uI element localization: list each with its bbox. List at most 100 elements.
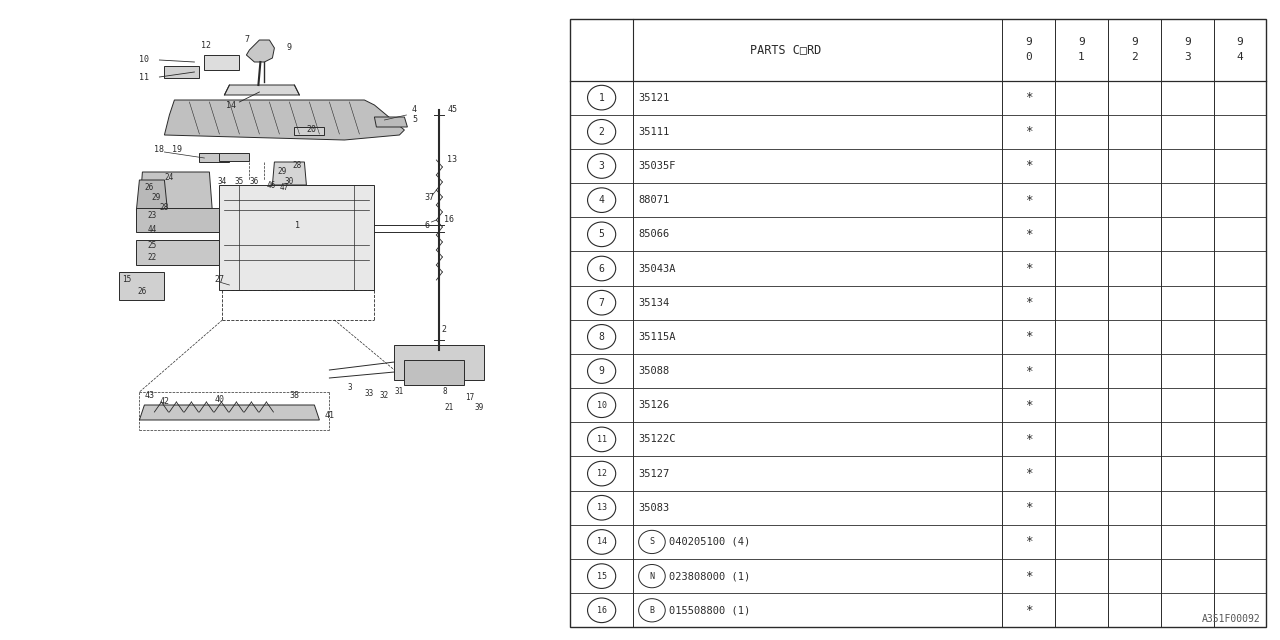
Text: 35121: 35121 [639, 93, 669, 102]
Polygon shape [205, 55, 239, 70]
Text: 22: 22 [147, 253, 157, 262]
Polygon shape [140, 172, 212, 212]
Text: 3: 3 [1184, 52, 1190, 62]
Text: 88071: 88071 [639, 195, 669, 205]
Polygon shape [137, 208, 219, 232]
Text: 35134: 35134 [639, 298, 669, 308]
Text: *: * [1025, 467, 1032, 480]
Text: 9: 9 [287, 42, 292, 51]
Text: 29: 29 [152, 193, 161, 202]
Text: 10: 10 [140, 56, 150, 65]
Text: 13: 13 [596, 503, 607, 512]
Text: 5: 5 [412, 115, 417, 125]
Text: PARTS C□RD: PARTS C□RD [750, 44, 822, 56]
Text: 4: 4 [412, 106, 417, 115]
Polygon shape [294, 127, 324, 135]
Text: 5: 5 [599, 229, 604, 239]
Text: *: * [1025, 91, 1032, 104]
Text: *: * [1025, 365, 1032, 378]
Text: 32: 32 [380, 392, 389, 401]
Text: 4: 4 [1236, 52, 1243, 62]
Polygon shape [137, 240, 219, 265]
Text: 41: 41 [324, 410, 334, 419]
Text: *: * [1025, 330, 1032, 344]
Polygon shape [200, 153, 229, 162]
Text: 2: 2 [1130, 52, 1138, 62]
Text: 44: 44 [147, 225, 157, 234]
Text: 24: 24 [165, 173, 174, 182]
Text: 27: 27 [215, 275, 224, 285]
Text: *: * [1025, 125, 1032, 138]
Text: 14: 14 [227, 100, 237, 109]
Text: 6: 6 [425, 221, 430, 230]
Polygon shape [164, 100, 404, 140]
Text: 1: 1 [599, 93, 604, 102]
Text: 85066: 85066 [639, 229, 669, 239]
Text: 29: 29 [278, 168, 287, 177]
Text: 35127: 35127 [639, 468, 669, 479]
Polygon shape [140, 405, 320, 420]
Text: *: * [1025, 604, 1032, 617]
Text: 0: 0 [1025, 52, 1032, 62]
Text: 015508800 (1): 015508800 (1) [668, 605, 750, 615]
Polygon shape [374, 117, 407, 127]
Text: 16: 16 [596, 606, 607, 615]
Text: 37: 37 [425, 193, 434, 202]
Polygon shape [219, 185, 374, 290]
Text: *: * [1025, 570, 1032, 582]
Text: 4: 4 [599, 195, 604, 205]
Polygon shape [219, 153, 250, 161]
Text: 35035F: 35035F [639, 161, 676, 171]
Text: *: * [1025, 536, 1032, 548]
Text: *: * [1025, 228, 1032, 241]
Text: 12: 12 [596, 469, 607, 478]
Text: 43: 43 [145, 390, 155, 399]
Text: 11: 11 [140, 72, 150, 81]
Text: 25: 25 [147, 241, 157, 250]
Text: 1: 1 [294, 221, 300, 230]
Text: B: B [649, 606, 654, 615]
Text: 34: 34 [218, 177, 227, 186]
Text: 3: 3 [599, 161, 604, 171]
Polygon shape [137, 180, 168, 210]
Text: 33: 33 [365, 388, 374, 397]
Text: 30: 30 [284, 177, 294, 186]
Text: 47: 47 [280, 184, 289, 193]
Text: *: * [1025, 433, 1032, 446]
Text: 7: 7 [599, 298, 604, 308]
Text: 23: 23 [147, 211, 157, 220]
Polygon shape [273, 162, 306, 185]
Text: *: * [1025, 194, 1032, 207]
Text: *: * [1025, 159, 1032, 172]
Text: 9: 9 [1025, 37, 1032, 47]
Text: 12: 12 [201, 40, 211, 49]
Text: 2: 2 [599, 127, 604, 137]
Text: 6: 6 [599, 264, 604, 273]
Text: 14: 14 [596, 538, 607, 547]
Polygon shape [164, 66, 200, 78]
Text: 35088: 35088 [639, 366, 669, 376]
Text: 42: 42 [160, 397, 169, 406]
Text: *: * [1025, 296, 1032, 309]
Text: 26: 26 [138, 287, 147, 296]
Text: 9: 9 [1184, 37, 1190, 47]
Text: 35: 35 [234, 177, 244, 186]
Text: 26: 26 [145, 182, 154, 191]
Text: 13: 13 [448, 156, 457, 164]
Text: *: * [1025, 501, 1032, 515]
Text: 17: 17 [465, 392, 474, 401]
Text: 46: 46 [266, 180, 276, 189]
Text: N: N [649, 572, 654, 580]
Text: 35043A: 35043A [639, 264, 676, 273]
Text: 9: 9 [1236, 37, 1243, 47]
Polygon shape [246, 40, 274, 62]
Text: 28: 28 [160, 202, 169, 211]
Text: 15: 15 [122, 275, 131, 285]
Text: 21: 21 [444, 403, 454, 412]
Text: 10: 10 [596, 401, 607, 410]
Text: 35083: 35083 [639, 503, 669, 513]
Text: 2: 2 [442, 326, 447, 335]
Text: *: * [1025, 399, 1032, 412]
Text: 35122C: 35122C [639, 435, 676, 444]
Text: 36: 36 [250, 177, 259, 186]
